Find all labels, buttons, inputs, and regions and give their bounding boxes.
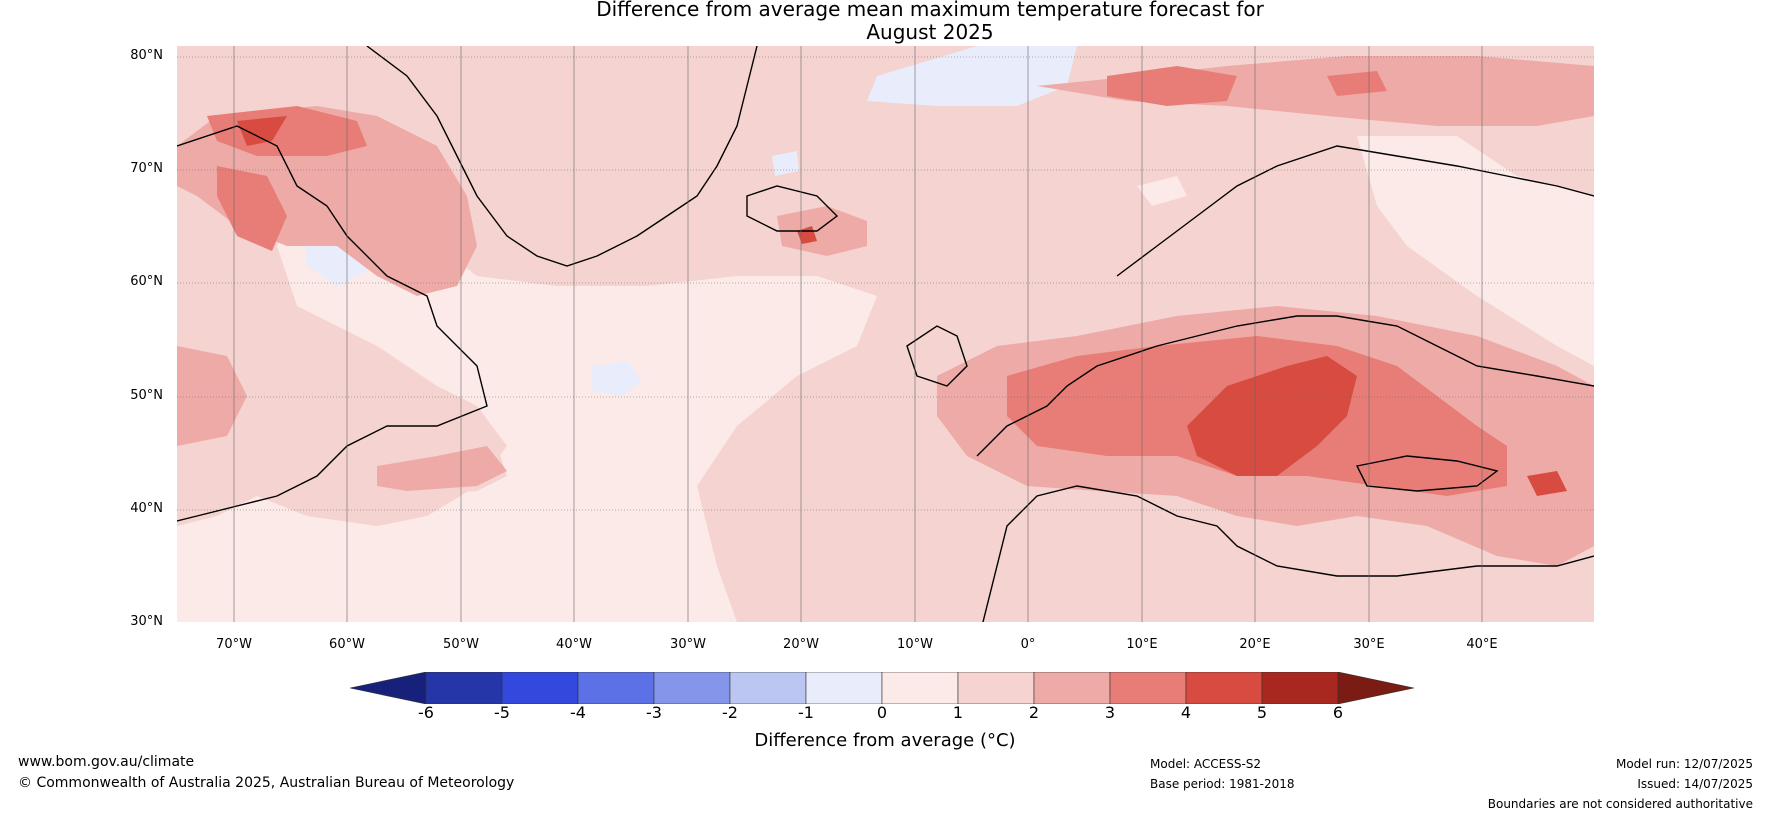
lon-label-40e: 40°E [1466,637,1498,652]
colorbar-tick-label: -3 [646,703,662,722]
colorbar-tick-label: 3 [1104,703,1116,722]
colorbar-segment [805,672,883,704]
lon-label-50w: 50°W [443,637,479,652]
colorbar [350,672,1415,704]
colorbar-tick-label: 5 [1256,703,1268,722]
lat-label-50n: 50°N [130,388,163,403]
colorbar-tick-label: -5 [494,703,510,722]
lon-label-60w: 60°W [329,637,365,652]
colorbar-segment [881,672,959,704]
colorbar-tick-label: 1 [952,703,964,722]
anomaly-region [217,166,287,251]
lon-label-10w: 10°W [897,637,933,652]
lon-label-20w: 20°W [783,637,819,652]
lat-label-70n: 70°N [130,161,163,176]
anomaly-region [867,46,1077,106]
lat-label-40n: 40°N [130,501,163,516]
title-line-2: August 2025 [866,20,994,44]
anomaly-region [1187,356,1357,476]
colorbar-extend-high [1337,672,1415,704]
colorbar-segment [1185,672,1263,704]
lon-label-30w: 30°W [670,637,706,652]
anomaly-map [177,46,1594,622]
colorbar-tick-label: 4 [1180,703,1192,722]
lon-label-40w: 40°W [556,637,592,652]
disclaimer-text: Boundaries are not considered authoritat… [1487,797,1753,811]
colorbar-extend-low [350,672,427,704]
title-line-1: Difference from average mean maximum tem… [596,0,1264,21]
colorbar-segment [729,672,807,704]
colorbar-label: Difference from average (°C) [754,730,1016,751]
anomaly-region [592,361,642,396]
colorbar-segment [653,672,731,704]
anomaly-region [1527,471,1567,496]
base-period-text: Base period: 1981-2018 [1150,777,1295,791]
lon-label-30e: 30°E [1353,637,1385,652]
copyright-text: © Commonwealth of Australia 2025, Austra… [18,775,515,791]
anomaly-region [377,446,507,491]
anomaly-region [1107,66,1237,106]
model-text: Model: ACCESS-S2 [1150,757,1262,771]
colorbar-segment [1033,672,1111,704]
lat-label-60n: 60°N [130,274,163,289]
anomaly-region [237,116,287,146]
lat-label-30n: 30°N [130,614,163,629]
lon-label-20e: 20°E [1239,637,1271,652]
anomaly-region [1137,176,1187,206]
colorbar-segment [957,672,1035,704]
lon-label-70w: 70°W [216,637,252,652]
colorbar-tick-label: 0 [876,703,888,722]
lon-label-10e: 10°E [1126,637,1158,652]
lon-label-0: 0° [1020,637,1036,652]
map-panel [177,46,1594,622]
anomaly-region [177,346,247,446]
colorbar-tick-label: -1 [798,703,814,722]
colorbar-tick-label: 6 [1332,703,1344,722]
anomaly-region [187,516,237,551]
colorbar-tick-label: -2 [722,703,738,722]
colorbar-segment [425,672,503,704]
issued-text: Issued: 14/07/2025 [1637,777,1753,791]
colorbar-tick-label: -6 [418,703,434,722]
anomaly-region [1357,136,1594,366]
colorbar-tick-label: 2 [1028,703,1040,722]
map-title: Difference from average mean maximum tem… [0,0,1770,44]
colorbar-segment [501,672,579,704]
model-run-text: Model run: 12/07/2025 [1615,757,1753,771]
colorbar-segment [1109,672,1187,704]
lat-label-80n: 80°N [130,48,163,63]
anomaly-region [777,206,867,256]
anomaly-region [1327,71,1387,96]
anomaly-region [1397,461,1437,481]
colorbar-segment [577,672,655,704]
colorbar-tick-label: -4 [570,703,586,722]
website-text: www.bom.gov.au/climate [18,754,195,770]
colorbar-segment [1261,672,1339,704]
